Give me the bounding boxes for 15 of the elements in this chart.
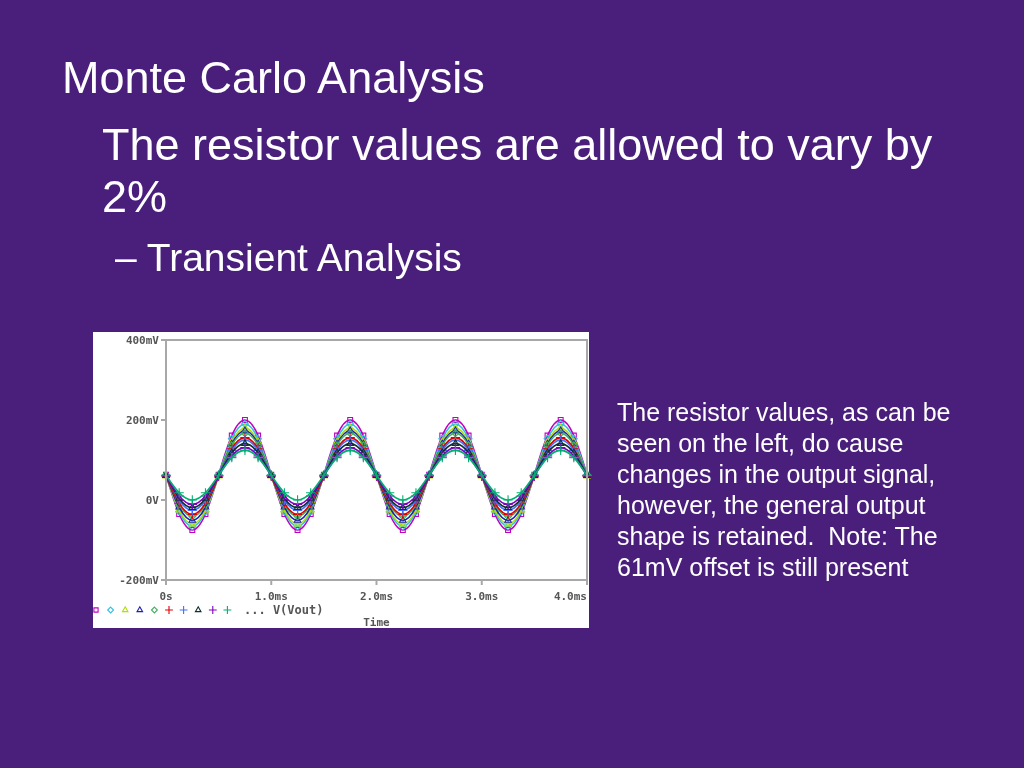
chart-title: Monte Carlo Analysis	[62, 52, 485, 103]
x-tick-label: 1.0ms	[254, 590, 288, 603]
x-axis-title: Time	[363, 616, 391, 629]
x-tick-label: 3.0ms	[465, 590, 499, 603]
legend-title: ... V(Vout)	[244, 603, 324, 617]
y-tick-label: 200mV	[125, 413, 160, 427]
y-tick-label: -200mV	[119, 573, 160, 587]
text: – Transient Analysis	[115, 236, 462, 279]
x-tick-label: 4.0ms	[553, 590, 587, 603]
x-tick-label: 2.0ms	[359, 590, 394, 603]
y-tick-label: 0V	[145, 493, 160, 507]
x-tick-label: 0s	[159, 590, 173, 603]
chart-subtitle: The resistor values are allowed to vary by 2%	[102, 119, 933, 222]
y-tick-label: 400mV	[125, 333, 160, 347]
text: The resistor values, as can be seen on the left, do cause changes in the output signal, however, the general output shape is retained. Note: The 61mV offset is still present	[617, 398, 951, 581]
